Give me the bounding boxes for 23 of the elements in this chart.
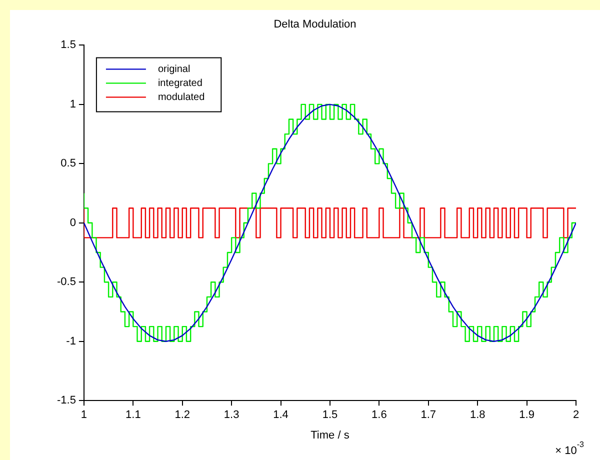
x-tick-label: 1.6	[372, 409, 387, 422]
x-tick-label: 1.3	[224, 409, 240, 422]
x-tick-label: 1.7	[420, 409, 436, 422]
legend-label: original	[158, 64, 190, 75]
y-tick-label: 0	[70, 216, 76, 229]
y-tick-label: -1.5	[56, 394, 76, 407]
x-tick-label: 1.2	[174, 409, 190, 422]
y-tick-label: 0.5	[60, 158, 76, 170]
x-tick-label: 1.1	[126, 409, 141, 422]
x-tick-label: 1.8	[470, 409, 486, 422]
x-tick-label: 1.9	[519, 409, 534, 422]
legend-label: integrated	[158, 78, 202, 89]
x-tick-label: 1	[80, 409, 88, 422]
y-tick-label: 1.5	[60, 39, 76, 52]
x-axis-title: Time / s	[310, 429, 350, 442]
x-tick-label: 1.5	[322, 409, 338, 422]
legend-label: modulated	[158, 92, 205, 103]
x-tick-label: 2	[572, 409, 580, 422]
y-tick-label: -0.5	[56, 276, 76, 288]
x-tick-label: 1.4	[273, 409, 288, 422]
y-tick-label: 1	[70, 98, 76, 110]
chart-title: Delta Modulation	[274, 18, 356, 31]
y-tick-label: -1	[66, 335, 76, 348]
